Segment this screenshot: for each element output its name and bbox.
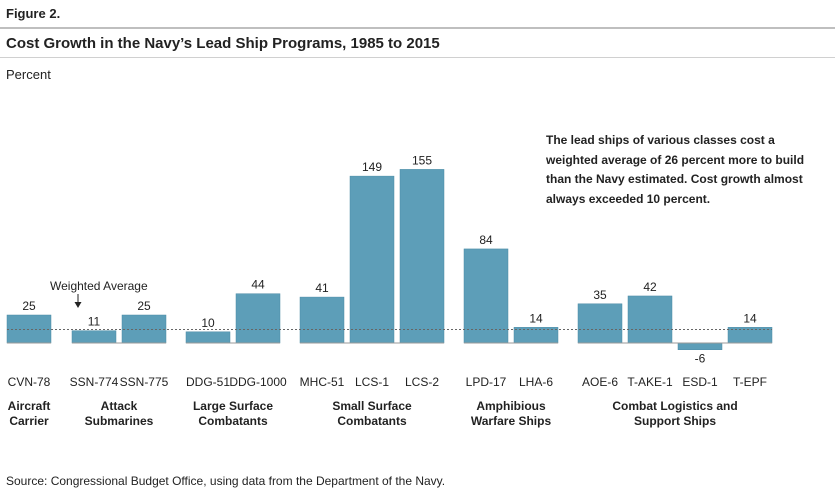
ship-label: SSN-774	[70, 375, 119, 389]
bar-value-label: 11	[88, 315, 101, 329]
bar	[71, 330, 117, 344]
bar	[299, 296, 345, 344]
bar-value-label: 41	[315, 281, 329, 295]
bar-value-label: 42	[643, 280, 657, 294]
bar-value-label: 84	[479, 233, 493, 247]
weighted-average-arrowhead	[74, 302, 82, 308]
bar	[185, 331, 231, 344]
group-label: Aircraft	[8, 399, 51, 413]
ship-label: LCS-2	[405, 375, 439, 389]
ship-label: T-AKE-1	[627, 375, 673, 389]
bar-value-label: 10	[201, 316, 215, 330]
bar	[6, 314, 52, 344]
bar-value-label: 14	[743, 311, 757, 325]
ship-label: AOE-6	[582, 375, 618, 389]
ship-label: DDG-1000	[229, 375, 287, 389]
bar-value-label: 25	[137, 299, 151, 313]
group-label: Combat Logistics and	[612, 399, 737, 413]
group-label: Small Surface	[332, 399, 412, 413]
chart-annotation: The lead ships of various classes cost a…	[546, 133, 805, 206]
bar	[121, 314, 167, 344]
ship-label: MHC-51	[300, 375, 345, 389]
group-label: Submarines	[85, 414, 154, 428]
ship-label: DDG-51	[186, 375, 230, 389]
bar-value-label: -6	[695, 352, 706, 366]
bar	[349, 175, 395, 344]
group-label: Support Ships	[634, 414, 716, 428]
title-rule	[0, 57, 835, 58]
bar-value-label: 25	[22, 299, 36, 313]
ship-label: LPD-17	[466, 375, 507, 389]
bar-value-label: 14	[529, 311, 543, 325]
bar-value-label: 35	[593, 288, 607, 302]
ship-label: T-EPF	[733, 375, 767, 389]
bar	[463, 248, 509, 344]
group-label: Warfare Ships	[471, 414, 552, 428]
bar	[577, 303, 623, 344]
ship-label: SSN-775	[120, 375, 169, 389]
group-label: Large Surface	[193, 399, 273, 413]
bar	[627, 295, 673, 344]
bar	[677, 342, 723, 350]
y-axis-unit-label: Percent	[6, 67, 51, 82]
source-note: Source: Congressional Budget Office, usi…	[6, 474, 446, 488]
group-label: Combatants	[198, 414, 268, 428]
chart-title: Cost Growth in the Navy’s Lead Ship Prog…	[6, 35, 440, 52]
bar-value-label: 155	[412, 153, 432, 167]
group-label: Attack	[101, 399, 138, 413]
bar	[727, 327, 773, 344]
group-label: Combatants	[337, 414, 407, 428]
top-rule	[0, 27, 835, 29]
bar	[235, 293, 281, 344]
group-label: Carrier	[9, 414, 49, 428]
bar-value-label: 149	[362, 160, 382, 174]
weighted-average-label: Weighted Average	[50, 279, 148, 293]
ship-label: LCS-1	[355, 375, 389, 389]
ship-label: LHA-6	[519, 375, 553, 389]
bar	[399, 169, 445, 344]
figure-label: Figure 2.	[6, 6, 61, 21]
bar-value-label: 44	[251, 278, 265, 292]
ship-label: CVN-78	[8, 375, 51, 389]
group-label: Amphibious	[476, 399, 546, 413]
ship-label: ESD-1	[682, 375, 718, 389]
